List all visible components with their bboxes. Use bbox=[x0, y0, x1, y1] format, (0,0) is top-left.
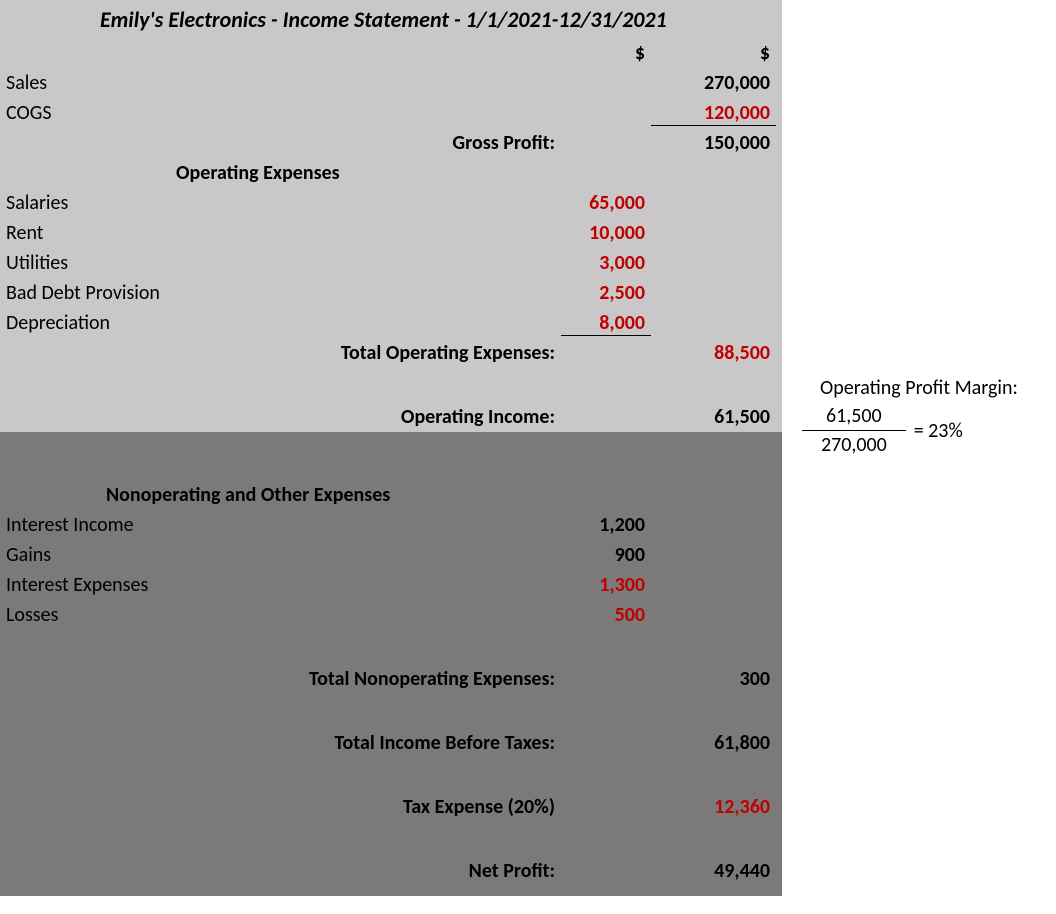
interest-expenses-value: 1,300 bbox=[561, 573, 651, 597]
total-opex-value: 88,500 bbox=[651, 341, 776, 365]
total-opex-label: Total Operating Expenses: bbox=[6, 341, 561, 365]
interest-income-label: Interest Income bbox=[6, 513, 561, 537]
spacer bbox=[0, 630, 782, 664]
income-before-tax-row: Total Income Before Taxes: 61,800 bbox=[0, 728, 782, 758]
cogs-value: 120,000 bbox=[651, 101, 776, 126]
nonop-header-row: Nonoperating and Other Expenses bbox=[0, 480, 782, 510]
baddebt-value: 2,500 bbox=[561, 281, 651, 305]
operating-income-label: Operating Income: bbox=[6, 405, 561, 429]
rent-row: Rent 10,000 bbox=[0, 218, 782, 248]
utilities-value: 3,000 bbox=[561, 251, 651, 275]
rent-label: Rent bbox=[6, 221, 561, 245]
margin-result: = 23% bbox=[914, 419, 963, 443]
total-nonop-label: Total Nonoperating Expenses: bbox=[6, 667, 561, 691]
tax-expense-value: 12,360 bbox=[651, 795, 776, 819]
spacer bbox=[0, 694, 782, 728]
losses-value: 500 bbox=[561, 603, 651, 627]
income-statement: Emily's Electronics - Income Statement -… bbox=[0, 0, 782, 896]
page-wrapper: Emily's Electronics - Income Statement -… bbox=[0, 0, 1056, 896]
title-row: Emily's Electronics - Income Statement -… bbox=[0, 0, 782, 38]
depreciation-value: 8,000 bbox=[561, 311, 651, 336]
utilities-row: Utilities 3,000 bbox=[0, 248, 782, 278]
losses-label: Losses bbox=[6, 603, 561, 627]
tax-expense-row: Tax Expense (20%) 12,360 bbox=[0, 792, 782, 822]
gross-profit-row: Gross Profit: 150,000 bbox=[0, 128, 782, 158]
salaries-row: Salaries 65,000 bbox=[0, 188, 782, 218]
income-before-tax-label: Total Income Before Taxes: bbox=[6, 731, 561, 755]
cogs-label: COGS bbox=[6, 101, 561, 125]
section-top: Emily's Electronics - Income Statement -… bbox=[0, 0, 782, 432]
gross-profit-label: Gross Profit: bbox=[6, 131, 561, 155]
total-nonop-value: 300 bbox=[651, 667, 776, 691]
opex-header-row: Operating Expenses bbox=[0, 158, 782, 188]
spacer bbox=[0, 822, 782, 856]
operating-income-value: 61,500 bbox=[651, 405, 776, 429]
sales-value: 270,000 bbox=[651, 71, 776, 95]
net-profit-value: 49,440 bbox=[651, 859, 776, 883]
statement-title: Emily's Electronics - Income Statement -… bbox=[100, 6, 667, 33]
depreciation-row: Depreciation 8,000 bbox=[0, 308, 782, 338]
margin-denominator: 270,000 bbox=[821, 431, 887, 457]
gains-row: Gains 900 bbox=[0, 540, 782, 570]
baddebt-row: Bad Debt Provision 2,500 bbox=[0, 278, 782, 308]
losses-row: Losses 500 bbox=[0, 600, 782, 630]
spacer bbox=[0, 432, 782, 480]
sales-row: Sales 270,000 bbox=[0, 68, 782, 98]
total-opex-row: Total Operating Expenses: 88,500 bbox=[0, 338, 782, 368]
gains-label: Gains bbox=[6, 543, 561, 567]
margin-numerator: 61,500 bbox=[802, 404, 906, 431]
operating-income-row: Operating Income: 61,500 bbox=[0, 402, 782, 432]
income-before-tax-value: 61,800 bbox=[651, 731, 776, 755]
net-profit-row: Net Profit: 49,440 bbox=[0, 856, 782, 886]
interest-expenses-row: Interest Expenses 1,300 bbox=[0, 570, 782, 600]
interest-income-row: Interest Income 1,200 bbox=[0, 510, 782, 540]
total-nonop-row: Total Nonoperating Expenses: 300 bbox=[0, 664, 782, 694]
operating-profit-margin-block: Operating Profit Margin: 61,500 270,000 … bbox=[782, 0, 1018, 457]
margin-fraction: 61,500 270,000 = 23% bbox=[802, 404, 1018, 457]
salaries-value: 65,000 bbox=[561, 191, 651, 215]
baddebt-label: Bad Debt Provision bbox=[6, 281, 561, 305]
opex-header: Operating Expenses bbox=[6, 161, 426, 185]
currency-col1: $ bbox=[561, 41, 651, 65]
interest-income-value: 1,200 bbox=[561, 513, 651, 537]
spacer bbox=[0, 758, 782, 792]
depreciation-label: Depreciation bbox=[6, 311, 561, 335]
rent-value: 10,000 bbox=[561, 221, 651, 245]
fraction: 61,500 270,000 bbox=[802, 404, 906, 457]
nonop-header: Nonoperating and Other Expenses bbox=[6, 483, 426, 507]
salaries-label: Salaries bbox=[6, 191, 561, 215]
section-bottom: Nonoperating and Other Expenses Interest… bbox=[0, 432, 782, 896]
gross-profit-value: 150,000 bbox=[651, 131, 776, 155]
sales-label: Sales bbox=[6, 71, 561, 95]
gains-value: 900 bbox=[561, 543, 651, 567]
tax-expense-label: Tax Expense (20%) bbox=[6, 795, 561, 819]
interest-expenses-label: Interest Expenses bbox=[6, 573, 561, 597]
currency-col2: $ bbox=[651, 41, 776, 65]
currency-header-row: $ $ bbox=[0, 38, 782, 68]
spacer bbox=[0, 886, 782, 896]
utilities-label: Utilities bbox=[6, 251, 561, 275]
net-profit-label: Net Profit: bbox=[6, 859, 561, 883]
cogs-row: COGS 120,000 bbox=[0, 98, 782, 128]
margin-title: Operating Profit Margin: bbox=[802, 376, 1018, 400]
spacer bbox=[0, 368, 782, 402]
